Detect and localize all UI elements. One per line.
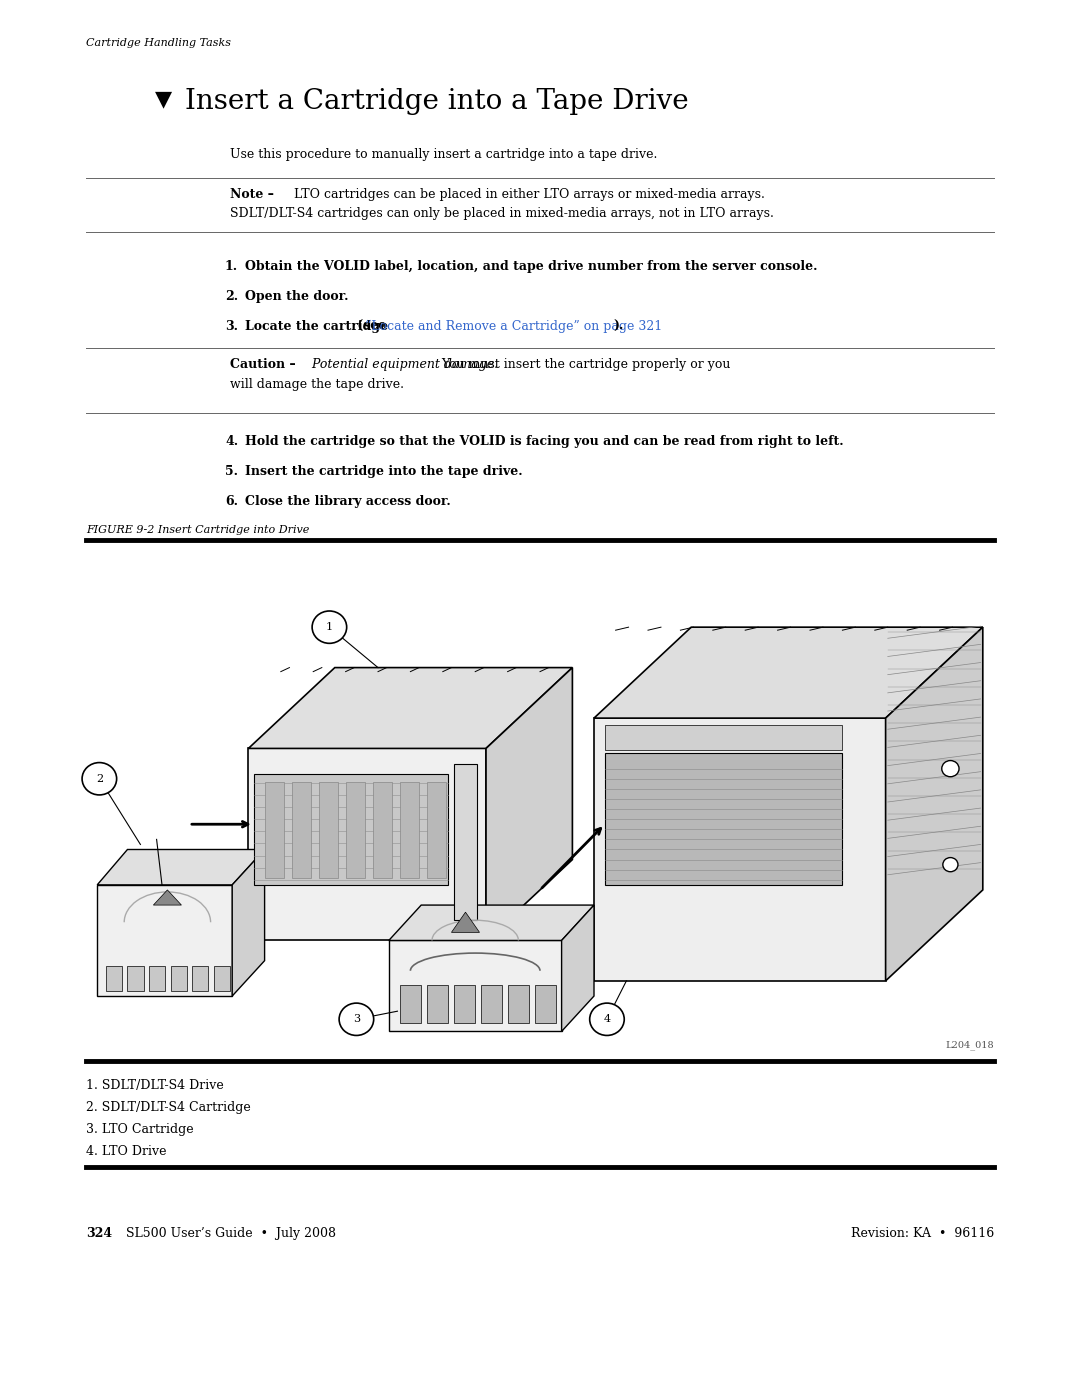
Polygon shape <box>594 627 983 718</box>
Text: ).: ). <box>613 320 623 332</box>
Bar <box>171 965 187 990</box>
Circle shape <box>590 1003 624 1035</box>
Bar <box>454 985 475 1024</box>
Text: 3: 3 <box>353 1014 360 1024</box>
Text: 324: 324 <box>86 1227 112 1241</box>
Text: 1. SDLT/DLT-S4 Drive: 1. SDLT/DLT-S4 Drive <box>86 1078 224 1092</box>
Text: SL500 User’s Guide  •  July 2008: SL500 User’s Guide • July 2008 <box>114 1227 336 1241</box>
Polygon shape <box>886 627 983 981</box>
Bar <box>265 782 284 877</box>
Bar <box>214 965 230 990</box>
Polygon shape <box>97 884 232 996</box>
Text: Hold the cartridge so that the VOLID is facing you and can be read from right to: Hold the cartridge so that the VOLID is … <box>245 434 843 448</box>
Text: 5.: 5. <box>225 465 238 478</box>
Text: 2. SDLT/DLT-S4 Cartridge: 2. SDLT/DLT-S4 Cartridge <box>86 1101 251 1113</box>
Polygon shape <box>562 905 594 1031</box>
Text: 2: 2 <box>96 774 103 784</box>
Polygon shape <box>451 912 480 932</box>
Text: ▼: ▼ <box>156 88 172 110</box>
Bar <box>192 965 208 990</box>
Text: “Locate and Remove a Cartridge” on page 321: “Locate and Remove a Cartridge” on page … <box>365 320 662 334</box>
Text: LTO cartridges can be placed in either LTO arrays or mixed-media arrays.: LTO cartridges can be placed in either L… <box>291 189 765 201</box>
Text: 4.: 4. <box>225 434 238 448</box>
Polygon shape <box>248 668 572 749</box>
Bar <box>535 985 556 1024</box>
Text: 6.: 6. <box>225 495 238 509</box>
Text: 1.: 1. <box>225 260 238 272</box>
Polygon shape <box>389 940 562 1031</box>
Text: 1: 1 <box>326 622 333 633</box>
Text: Locate the cartridge: Locate the cartridge <box>245 320 388 332</box>
Text: Close the library access door.: Close the library access door. <box>245 495 450 509</box>
Text: Caution –: Caution – <box>230 358 296 372</box>
Polygon shape <box>486 668 572 940</box>
Bar <box>454 764 477 921</box>
Text: Note –: Note – <box>230 189 274 201</box>
Text: Revision: KA  •  96116: Revision: KA • 96116 <box>851 1227 994 1241</box>
Text: Use this procedure to manually insert a cartridge into a tape drive.: Use this procedure to manually insert a … <box>230 148 658 161</box>
Bar <box>149 965 165 990</box>
Bar <box>400 985 421 1024</box>
Bar <box>427 782 446 877</box>
Text: You must insert the cartridge properly or you: You must insert the cartridge properly o… <box>438 358 730 372</box>
Polygon shape <box>389 905 594 940</box>
Bar <box>400 782 419 877</box>
Bar <box>254 774 448 884</box>
Text: Potential equipment damage.: Potential equipment damage. <box>308 358 498 372</box>
Text: 3.: 3. <box>225 320 238 332</box>
Circle shape <box>312 610 347 644</box>
Bar <box>292 782 311 877</box>
Bar <box>127 965 144 990</box>
Circle shape <box>942 760 959 777</box>
Text: L204_018: L204_018 <box>945 1039 994 1049</box>
Text: will damage the tape drive.: will damage the tape drive. <box>230 379 404 391</box>
Circle shape <box>339 1003 374 1035</box>
Polygon shape <box>232 849 265 996</box>
Circle shape <box>82 763 117 795</box>
Bar <box>373 782 392 877</box>
Text: Cartridge Handling Tasks: Cartridge Handling Tasks <box>86 38 231 47</box>
Text: 3. LTO Cartridge: 3. LTO Cartridge <box>86 1123 193 1136</box>
Text: 4. LTO Drive: 4. LTO Drive <box>86 1146 166 1158</box>
Bar <box>508 985 529 1024</box>
Bar <box>481 985 502 1024</box>
Bar <box>346 782 365 877</box>
Text: (see: (see <box>353 320 391 332</box>
Text: FIGURE 9-2 Insert Cartridge into Drive: FIGURE 9-2 Insert Cartridge into Drive <box>86 525 309 535</box>
Bar <box>319 782 338 877</box>
Bar <box>427 985 448 1024</box>
Polygon shape <box>97 849 265 884</box>
Text: Obtain the VOLID label, location, and tape drive number from the server console.: Obtain the VOLID label, location, and ta… <box>245 260 818 272</box>
Text: SDLT/DLT-S4 cartridges can only be placed in mixed-media arrays, not in LTO arra: SDLT/DLT-S4 cartridges can only be place… <box>230 207 774 219</box>
Text: Insert the cartridge into the tape drive.: Insert the cartridge into the tape drive… <box>245 465 523 478</box>
Polygon shape <box>248 749 486 940</box>
Text: 4: 4 <box>604 1014 610 1024</box>
Bar <box>605 753 842 884</box>
Polygon shape <box>594 718 886 981</box>
Text: 2.: 2. <box>225 291 238 303</box>
Text: Insert a Cartridge into a Tape Drive: Insert a Cartridge into a Tape Drive <box>185 88 689 115</box>
Bar <box>106 965 122 990</box>
Polygon shape <box>153 890 181 905</box>
Bar <box>605 725 842 750</box>
Circle shape <box>943 858 958 872</box>
Text: Open the door.: Open the door. <box>245 291 349 303</box>
